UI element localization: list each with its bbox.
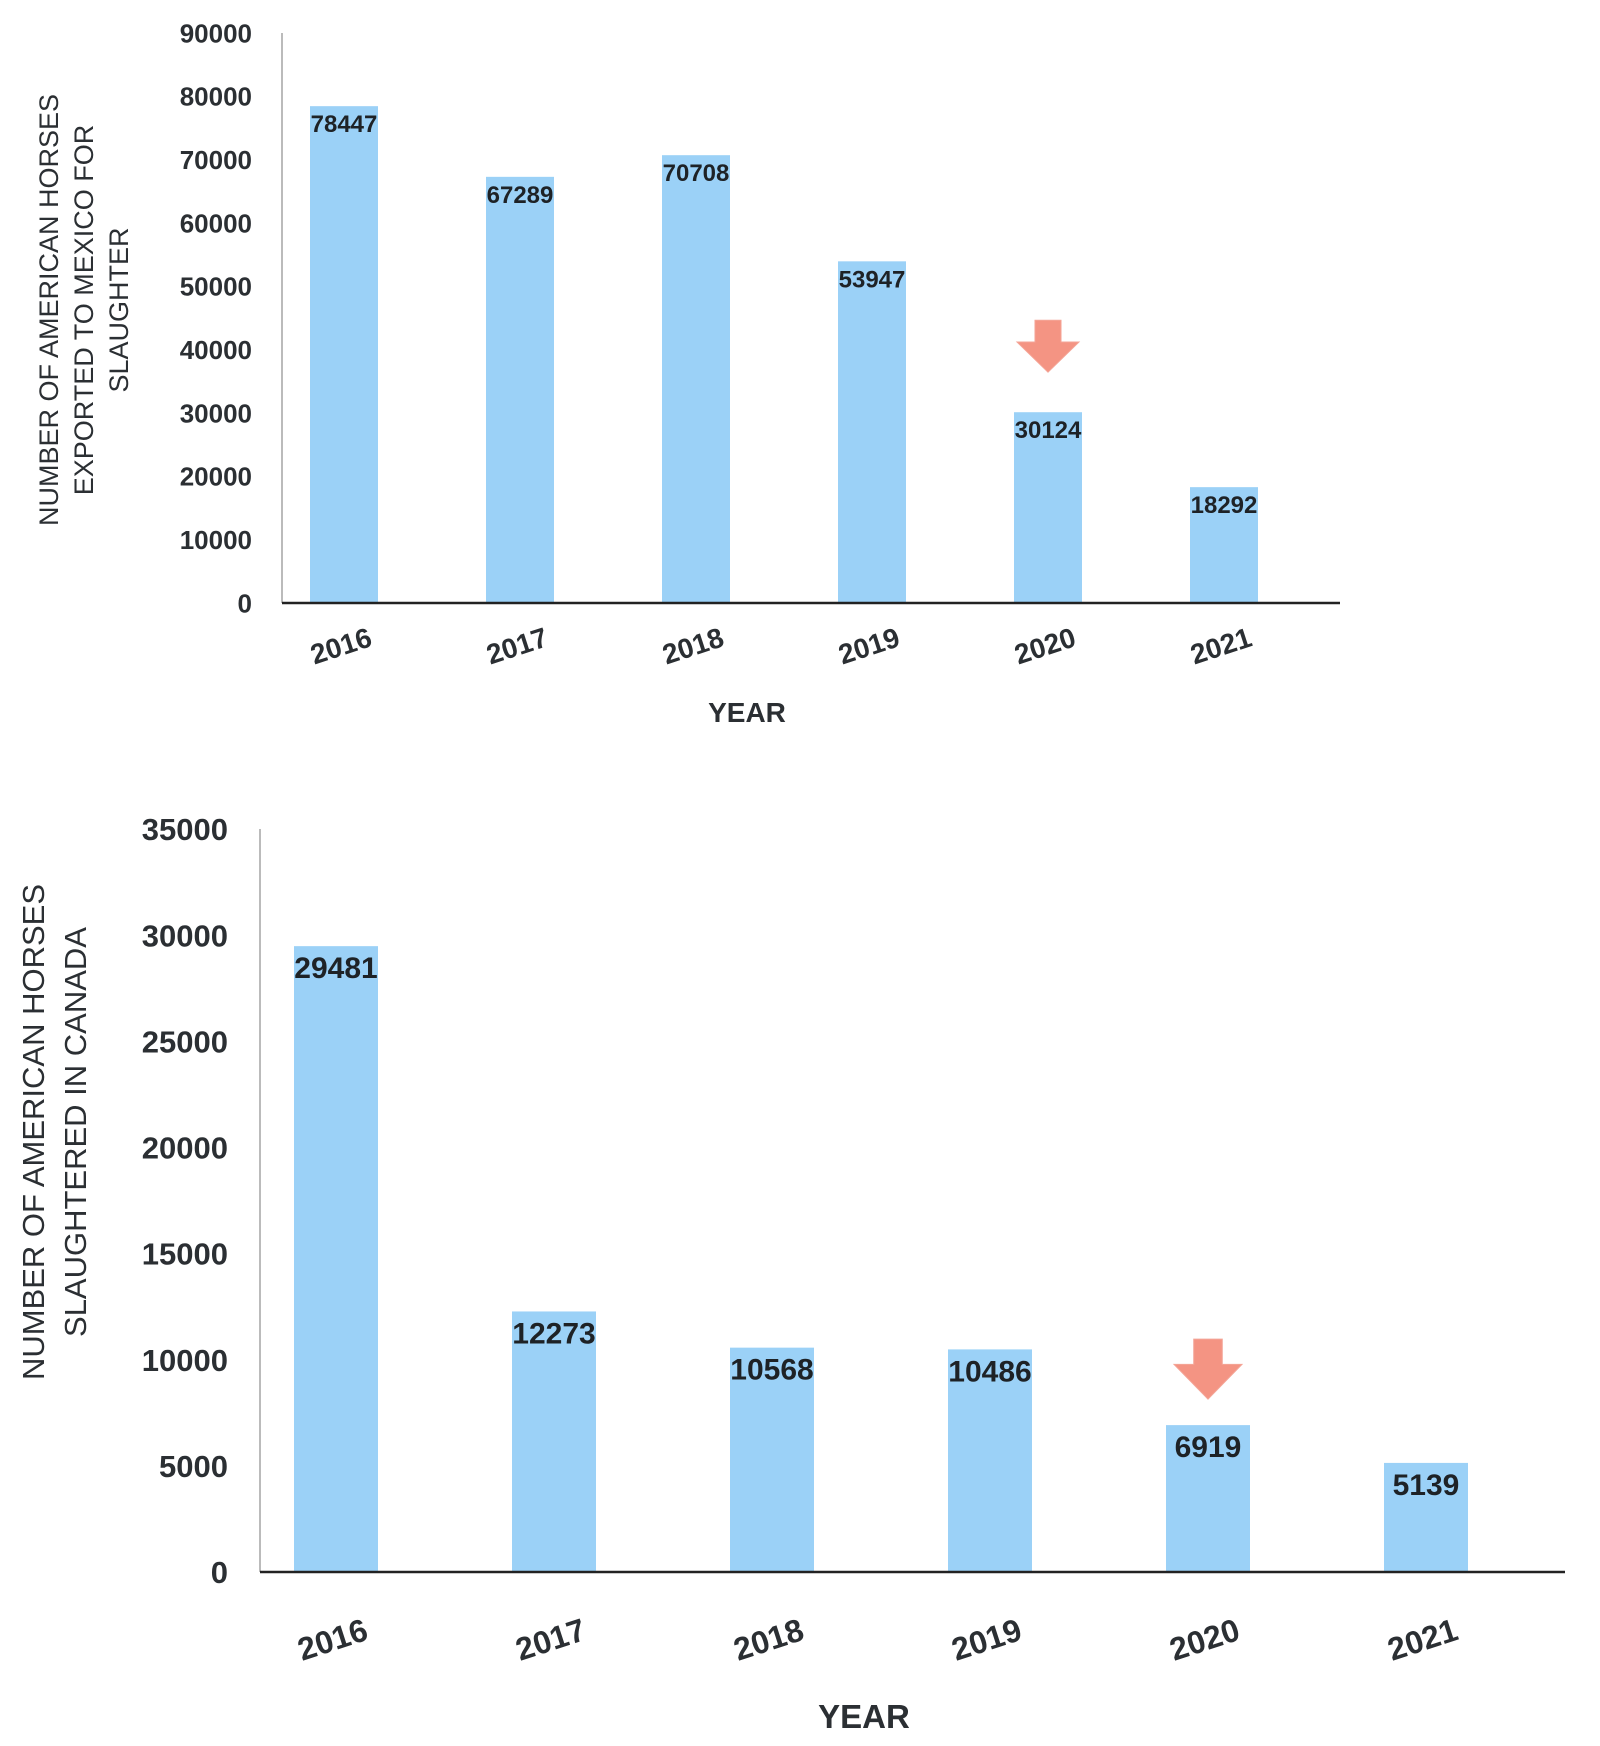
x-tick-label: 2019 [947,1611,1026,1667]
y-tick-label: 10000 [142,1343,228,1378]
bar [486,176,554,603]
y-tick-label: 60000 [180,208,252,238]
y-tick-label: 20000 [180,462,252,492]
bar [294,946,378,1572]
y-tick-label: 5000 [159,1449,228,1484]
x-tick-label: 2018 [659,622,728,671]
bar [310,106,378,603]
y-tick-label: 70000 [180,145,252,175]
data-label: 67289 [487,182,554,209]
bar [512,1311,596,1572]
data-label: 10486 [948,1355,1031,1388]
y-tick-label: 30000 [180,398,252,428]
y-tick-label: 30000 [142,918,228,953]
y-tick-label: 35000 [142,812,228,847]
data-label: 6919 [1175,1431,1242,1464]
bar-chart-svg: 0 5000 10000 15000 20000 25000 30000 35000 29481… [16,812,1565,1735]
y-tick-label: 80000 [180,82,252,112]
x-tick-label: 2016 [293,1611,372,1667]
y-tick-label: 20000 [142,1131,228,1166]
bar [838,261,906,603]
x-tick-label: 2020 [1165,1611,1244,1667]
y-tick-label: 10000 [180,525,252,555]
data-label: 12273 [512,1317,595,1350]
data-label: 10568 [730,1354,813,1387]
x-tick-label: 2017 [511,1611,590,1667]
data-label: 29481 [294,952,377,985]
x-axis-title: YEAR [708,697,786,728]
down-arrow-icon [1172,1338,1244,1400]
y-axis-title-line: SLAUGHTERED IN CANADA [58,927,93,1337]
y-tick-label: 15000 [142,1237,228,1272]
x-tick-label: 2021 [1383,1611,1462,1667]
data-label: 70708 [663,160,730,187]
bar [948,1349,1032,1572]
x-axis-title: YEAR [818,1698,910,1735]
x-tick-label: 2016 [307,622,376,671]
bar-chart-svg: 0 10000 20000 30000 40000 50000 60000 70000 8000… [34,18,1340,728]
x-tick-label: 2018 [729,1611,808,1667]
x-tick-label: 2020 [1011,622,1080,671]
y-axis-title-line: SLAUGHTER [104,227,134,392]
down-arrow-icon [1015,319,1081,373]
y-axis-title-line: NUMBER OF AMERICAN HORSES [16,884,51,1380]
y-tick-label: 25000 [142,1024,228,1059]
bar [1384,1462,1468,1572]
y-tick-label: 0 [211,1555,228,1590]
bar [1014,412,1082,603]
bar [1166,1425,1250,1572]
y-tick-label: 40000 [180,335,252,365]
data-label: 53947 [839,266,906,293]
y-axis-title: NUMBER OF AMERICAN HORSES EXPORTED TO MEX… [34,94,134,526]
x-tick-label: 2019 [835,622,904,671]
x-tick-label: 2017 [483,622,552,671]
y-axis-title-line: EXPORTED TO MEXICO FOR [69,125,99,496]
bar [662,155,730,603]
y-axis-title: NUMBER OF AMERICAN HORSES SLAUGHTERED IN … [16,884,93,1380]
data-label: 5139 [1393,1469,1460,1502]
data-label: 18292 [1191,492,1258,519]
chart-canada-slaughter: 0 5000 10000 15000 20000 25000 30000 35000 29481… [0,780,1600,1746]
data-label: 78447 [311,111,378,138]
data-label: 30124 [1015,417,1082,444]
y-axis-title-line: NUMBER OF AMERICAN HORSES [34,94,64,526]
bar [730,1347,814,1572]
y-tick-label: 90000 [180,18,252,48]
x-tick-label: 2021 [1187,622,1256,671]
y-tick-label: 50000 [180,272,252,302]
bar [1190,487,1258,603]
chart-mexico-exports: 0 10000 20000 30000 40000 50000 60000 70000 8000… [0,0,1600,740]
y-tick-label: 0 [238,588,252,618]
